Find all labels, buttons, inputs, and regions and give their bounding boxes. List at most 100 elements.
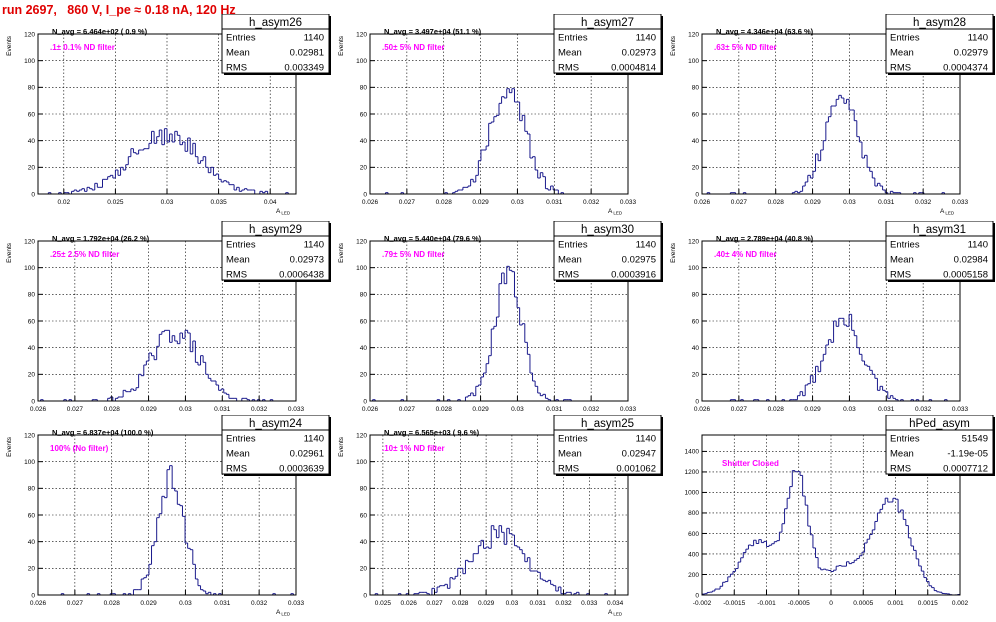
y-tick-label: 40 bbox=[692, 345, 700, 352]
x-tick-label: 0.025 bbox=[375, 600, 392, 607]
y-tick-label: 60 bbox=[692, 318, 700, 325]
x-tick-label: 0.027 bbox=[731, 406, 748, 413]
stats-key: Mean bbox=[558, 449, 582, 460]
stats-box: h_asym29 Entries 1140 Mean 0.02973 RMS 0.00064… bbox=[221, 221, 331, 282]
x-tick-label: 0.03 bbox=[161, 199, 174, 206]
pad-h-asym31: 0.026 0.027 0.028 0.029 0.03 0.031 0.032 0.033 0… bbox=[664, 221, 996, 428]
y-tick-label: 0 bbox=[31, 398, 35, 405]
stats-value: -1.19e-05 bbox=[947, 449, 988, 460]
histogram-name: h_asym29 bbox=[249, 224, 302, 236]
y-axis-label: Events bbox=[6, 35, 13, 56]
histogram-name: h_asym26 bbox=[249, 17, 302, 29]
y-tick-label: 60 bbox=[28, 512, 36, 519]
y-tick-label: 20 bbox=[692, 372, 700, 379]
histogram-bars bbox=[374, 525, 610, 596]
x-axis-label-sub: LED bbox=[281, 211, 291, 216]
x-tick-label: 0.033 bbox=[288, 600, 305, 607]
stats-box: h_asym25 Entries 1140 Mean 0.02947 RMS 0.00106… bbox=[553, 415, 663, 476]
stats-key: RMS bbox=[558, 63, 579, 74]
y-tick-label: 1200 bbox=[685, 469, 700, 476]
x-tick-label: 0.032 bbox=[251, 600, 268, 607]
stats-box-frame bbox=[553, 221, 662, 281]
y-tick-label: 60 bbox=[28, 111, 36, 118]
y-tick-label: 0 bbox=[695, 592, 699, 599]
stats-key: Entries bbox=[558, 240, 588, 251]
x-tick-label: 0.029 bbox=[478, 600, 495, 607]
y-tick-label: 120 bbox=[688, 238, 699, 245]
y-tick-label: 20 bbox=[360, 566, 368, 573]
histogram-name: h_asym31 bbox=[913, 224, 966, 236]
x-tick-label: 0.032 bbox=[555, 600, 572, 607]
stats-box-frame bbox=[221, 415, 330, 475]
x-tick-label: 0.032 bbox=[915, 406, 932, 413]
histogram-bars bbox=[47, 128, 291, 195]
y-tick-label: 200 bbox=[688, 572, 699, 579]
x-tick-label: 0.033 bbox=[952, 406, 969, 413]
y-tick-label: 20 bbox=[28, 165, 36, 172]
stats-key: Mean bbox=[890, 255, 914, 266]
y-tick-label: 120 bbox=[356, 238, 367, 245]
y-tick-label: 40 bbox=[28, 345, 36, 352]
histogram-h-asym27: 0.026 0.027 0.028 0.029 0.03 0.031 0.032 0.033 0… bbox=[338, 14, 663, 216]
x-axis-label: ALED bbox=[940, 208, 955, 216]
histogram-name: hPed_asym bbox=[909, 418, 970, 430]
x-tick-label: 0.035 bbox=[210, 199, 227, 206]
y-tick-label: 600 bbox=[688, 531, 699, 538]
filter-label: .40± 4% ND filter bbox=[714, 250, 777, 259]
stats-box-frame bbox=[553, 14, 662, 74]
y-axis-label: Events bbox=[6, 242, 13, 263]
y-tick-label: 0 bbox=[695, 398, 699, 405]
stats-key: Entries bbox=[890, 240, 920, 251]
x-tick-label: 0.029 bbox=[804, 199, 821, 206]
stats-key: RMS bbox=[226, 270, 247, 281]
y-tick-label: 60 bbox=[360, 111, 368, 118]
y-tick-label: 40 bbox=[692, 138, 700, 145]
y-tick-label: 60 bbox=[360, 318, 368, 325]
x-tick-label: 0.028 bbox=[768, 406, 785, 413]
histogram-name: h_asym25 bbox=[581, 418, 634, 430]
stats-box-frame bbox=[553, 415, 662, 475]
y-tick-label: 60 bbox=[692, 111, 700, 118]
stats-key: Entries bbox=[226, 434, 256, 445]
x-tick-label: -0.001 bbox=[757, 600, 776, 607]
x-axis-label: ALED bbox=[276, 609, 291, 617]
stats-value: 1140 bbox=[636, 33, 656, 44]
stats-box: hPed_asym Entries 51549 Mean -1.19e-05 RMS 0.0… bbox=[885, 415, 995, 476]
stats-key: Entries bbox=[226, 33, 256, 44]
x-tick-label: 0.031 bbox=[214, 406, 231, 413]
histogram-bars bbox=[706, 94, 948, 195]
filter-label: .63± 5% ND filter bbox=[714, 43, 777, 52]
y-tick-label: 60 bbox=[28, 318, 36, 325]
filter-label: .25± 2.5% ND filter bbox=[50, 250, 119, 259]
x-tick-label: 0.026 bbox=[694, 199, 711, 206]
x-tick-label: 0.031 bbox=[530, 600, 547, 607]
y-tick-label: 100 bbox=[24, 58, 35, 65]
x-tick-label: 0.033 bbox=[620, 406, 637, 413]
stats-value: 1140 bbox=[304, 240, 324, 251]
x-tick-label: 0.03 bbox=[179, 406, 192, 413]
x-tick-label: -0.0005 bbox=[788, 600, 810, 607]
histogram-hped-asym: -0.002 -0.0015 -0.001 -0.0005 0 0.0005 0.001 0.… bbox=[685, 415, 995, 607]
pad-hped-asym: -0.002 -0.0015 -0.001 -0.0005 0 0.0005 0.001 0.… bbox=[664, 415, 996, 622]
stats-value: 0.02961 bbox=[290, 449, 324, 460]
navg-label: N_avg = 1.792e+04 (26.2 %) bbox=[52, 234, 150, 243]
stats-value: 0.02973 bbox=[622, 48, 656, 59]
y-tick-label: 80 bbox=[28, 85, 36, 92]
stats-value: 51549 bbox=[962, 434, 988, 445]
x-tick-label: 0.031 bbox=[214, 600, 231, 607]
pad-h-asym25: 0.025 0.026 0.027 0.028 0.029 0.03 0.031 0.032 0… bbox=[332, 415, 664, 622]
y-tick-label: 40 bbox=[360, 138, 368, 145]
stats-box-frame bbox=[885, 14, 994, 74]
x-tick-label: 0.027 bbox=[67, 600, 84, 607]
x-tick-label: 0.026 bbox=[30, 600, 47, 607]
x-axis-label: ALED bbox=[276, 208, 291, 216]
x-tick-label: 0.033 bbox=[581, 600, 598, 607]
pad-h-asym29: 0.026 0.027 0.028 0.029 0.03 0.031 0.032 0.033 0… bbox=[0, 221, 332, 428]
x-tick-label: 0.032 bbox=[915, 199, 932, 206]
x-tick-label: 0.033 bbox=[288, 406, 305, 413]
stats-key: Mean bbox=[226, 48, 250, 59]
x-tick-label: 0.029 bbox=[140, 600, 157, 607]
x-tick-label: -0.0015 bbox=[723, 600, 745, 607]
stats-value: 0.02975 bbox=[622, 255, 656, 266]
x-tick-label: 0.027 bbox=[399, 199, 416, 206]
